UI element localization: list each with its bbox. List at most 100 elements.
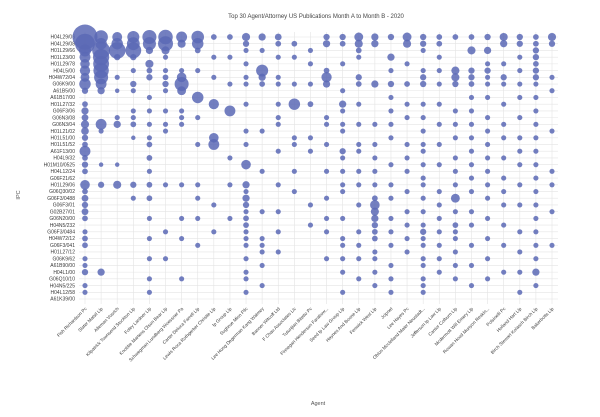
bubble-point bbox=[420, 228, 427, 235]
bubble-point bbox=[323, 256, 330, 262]
bubble-point bbox=[356, 141, 362, 148]
bubble-point bbox=[356, 121, 362, 127]
bubble-point bbox=[501, 135, 507, 141]
bubble-point bbox=[372, 256, 378, 262]
bubble-point bbox=[532, 74, 540, 81]
bubble-point bbox=[436, 269, 442, 275]
bubble-point bbox=[517, 81, 523, 87]
bubble-point bbox=[549, 242, 555, 248]
bubble-point bbox=[179, 215, 185, 221]
y-tick-label: H04L29/08 bbox=[51, 41, 76, 47]
y-tick-label: H01L51/00 bbox=[51, 135, 76, 141]
bubble-point bbox=[81, 161, 89, 168]
bubble-point bbox=[195, 195, 201, 201]
bubble-point bbox=[388, 276, 394, 282]
bubble-point bbox=[146, 67, 153, 74]
bubble-point bbox=[468, 175, 475, 181]
y-tick-label: G06K9/00 bbox=[52, 82, 75, 88]
bubble-point bbox=[436, 121, 442, 127]
bubble-point bbox=[404, 61, 410, 67]
bubble-point bbox=[388, 215, 394, 221]
bubble-point bbox=[451, 73, 460, 82]
bubble-point bbox=[307, 222, 314, 228]
bubble-point bbox=[80, 120, 90, 129]
bubble-point bbox=[387, 53, 395, 61]
bubble-point bbox=[174, 77, 189, 92]
bubble-point bbox=[98, 162, 104, 167]
bubble-point bbox=[323, 215, 330, 221]
bubble-point bbox=[323, 33, 330, 41]
bubble-point bbox=[468, 222, 475, 228]
bubble-point bbox=[259, 47, 265, 54]
bubble-point bbox=[468, 94, 475, 101]
bubble-point bbox=[420, 175, 426, 181]
bubble-point bbox=[114, 74, 120, 80]
bubble-point bbox=[79, 51, 91, 63]
bubble-point bbox=[241, 159, 251, 170]
y-tick-label: G06Q30/02 bbox=[49, 189, 75, 195]
bubble-point bbox=[468, 108, 475, 114]
bubble-point bbox=[259, 282, 265, 289]
bubble-point bbox=[436, 54, 442, 60]
bubble-point bbox=[436, 202, 442, 208]
bubble-point bbox=[452, 155, 458, 161]
bubble-point bbox=[162, 54, 169, 60]
y-tick-label: H04L1/00 bbox=[53, 270, 75, 276]
bubble-point bbox=[146, 155, 153, 161]
bubble-point bbox=[130, 54, 137, 61]
bubble-point bbox=[162, 128, 169, 134]
bubble-point bbox=[288, 98, 301, 110]
bubble-point bbox=[420, 276, 426, 282]
bubble-point bbox=[450, 193, 460, 203]
bubble-point bbox=[82, 188, 88, 195]
x-tick-label: Jcipnet bbox=[380, 306, 394, 320]
bubble-point bbox=[81, 194, 89, 202]
bubble-point bbox=[485, 182, 491, 188]
bubble-point bbox=[243, 188, 249, 195]
bubble-point bbox=[275, 182, 281, 188]
bubble-point bbox=[533, 34, 539, 40]
bubble-point bbox=[275, 229, 281, 235]
bubble-point bbox=[533, 162, 539, 168]
bubble-point bbox=[452, 209, 458, 215]
bubble-point bbox=[291, 188, 297, 195]
bubble-point bbox=[211, 229, 217, 235]
bubble-point bbox=[452, 229, 458, 235]
bubble-point bbox=[146, 195, 153, 202]
bubble-point bbox=[420, 148, 426, 154]
bubble-point bbox=[321, 72, 332, 83]
bubble-point bbox=[402, 32, 412, 42]
bubble-point bbox=[227, 34, 233, 40]
bubble-point bbox=[371, 235, 378, 242]
bubble-point bbox=[162, 88, 169, 94]
bubble-point bbox=[340, 182, 346, 188]
bubble-point bbox=[275, 249, 281, 255]
bubble-point bbox=[291, 54, 297, 60]
bubble-point bbox=[258, 33, 266, 41]
bubble-point bbox=[420, 115, 426, 121]
bubble-point bbox=[372, 141, 378, 148]
bubble-point bbox=[162, 229, 169, 235]
bubble-point bbox=[388, 162, 394, 168]
bubble-point bbox=[82, 256, 88, 262]
bubble-point bbox=[259, 209, 265, 215]
bubble-point bbox=[146, 235, 152, 242]
bubble-point bbox=[131, 135, 136, 140]
bubble-point bbox=[82, 262, 88, 268]
bubble-point bbox=[82, 289, 88, 295]
x-tick-label: Cantor Colburn Llp bbox=[427, 306, 458, 337]
bubble-point bbox=[259, 81, 266, 87]
bubble-point bbox=[323, 195, 330, 201]
bubble-point bbox=[97, 87, 105, 95]
bubble-point bbox=[130, 195, 136, 201]
bubble-point bbox=[372, 269, 378, 275]
bubble-point bbox=[420, 209, 426, 215]
bubble-point bbox=[179, 276, 185, 282]
bubble-point bbox=[130, 88, 136, 94]
bubble-point bbox=[548, 40, 556, 47]
bubble-point bbox=[114, 88, 120, 93]
bubble-point bbox=[420, 182, 426, 188]
bubble-point bbox=[468, 67, 475, 74]
bubble-point bbox=[404, 155, 410, 161]
